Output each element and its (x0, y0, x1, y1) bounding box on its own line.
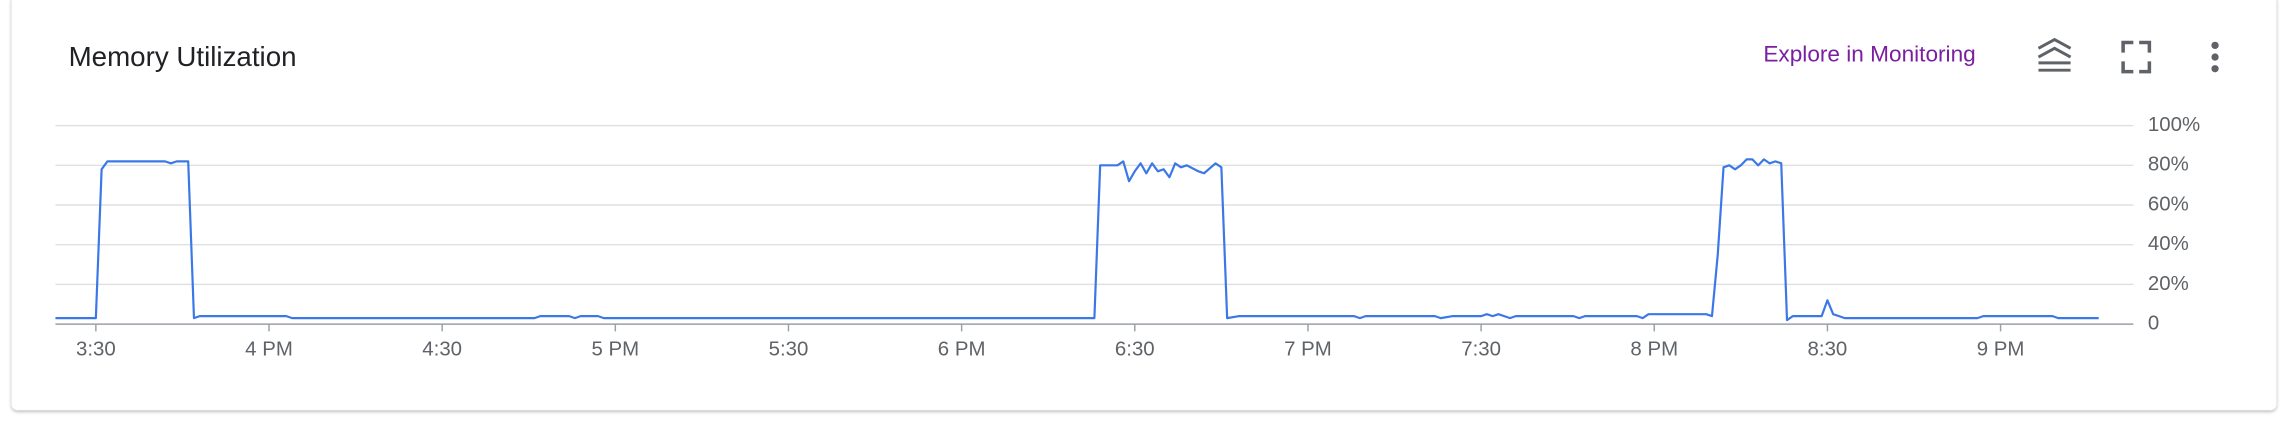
x-tick-label: 3:30 (76, 339, 116, 361)
fullscreen-icon[interactable] (2121, 40, 2152, 74)
x-tick-label: 6 PM (938, 339, 986, 361)
y-tick-label: 100% (2148, 114, 2200, 136)
y-tick-label: 20% (2148, 273, 2189, 295)
y-tick-label: 60% (2148, 193, 2189, 215)
x-tick-label: 7:30 (1461, 339, 1501, 361)
x-tick-label: 8 PM (1630, 339, 1678, 361)
x-tick-label: 6:30 (1115, 339, 1155, 361)
x-tick-label: 7 PM (1284, 339, 1332, 361)
x-tick-label: 5:30 (769, 339, 809, 361)
legend-toggle-icon[interactable] (2037, 37, 2072, 72)
x-tick-label: 9 PM (1977, 339, 2025, 361)
x-tick-label: 4 PM (245, 339, 293, 361)
explore-link[interactable]: Explore in Monitoring (1763, 42, 1975, 67)
x-tick-label: 8:30 (1808, 339, 1848, 361)
series-line (55, 158, 2099, 322)
chart-title: Memory Utilization (69, 41, 297, 72)
y-tick-label: 40% (2148, 233, 2189, 255)
y-tick-label: 0 (2148, 312, 2159, 334)
x-tick-label: 4:30 (422, 339, 462, 361)
x-tick-label: 5 PM (592, 339, 640, 361)
more-icon[interactable] (2211, 41, 2219, 73)
y-tick-label: 80% (2148, 154, 2189, 176)
